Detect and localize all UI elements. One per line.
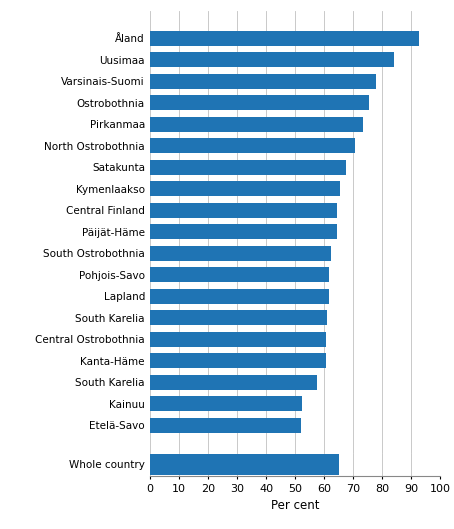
Bar: [150, 95, 369, 110]
Bar: [150, 418, 301, 433]
Bar: [150, 138, 355, 153]
Bar: [150, 31, 419, 45]
Bar: [150, 289, 329, 304]
Bar: [150, 375, 317, 390]
Bar: [150, 353, 326, 368]
Bar: [150, 74, 376, 89]
X-axis label: Per cent: Per cent: [271, 499, 319, 512]
Bar: [150, 181, 340, 196]
Bar: [150, 117, 363, 132]
Bar: [150, 267, 329, 282]
Bar: [150, 310, 327, 325]
Bar: [150, 396, 302, 411]
Bar: [150, 332, 326, 346]
Bar: [150, 224, 337, 239]
Bar: [150, 203, 337, 218]
Bar: [150, 454, 339, 475]
Bar: [150, 52, 394, 67]
Bar: [150, 245, 331, 261]
Bar: [150, 160, 346, 175]
